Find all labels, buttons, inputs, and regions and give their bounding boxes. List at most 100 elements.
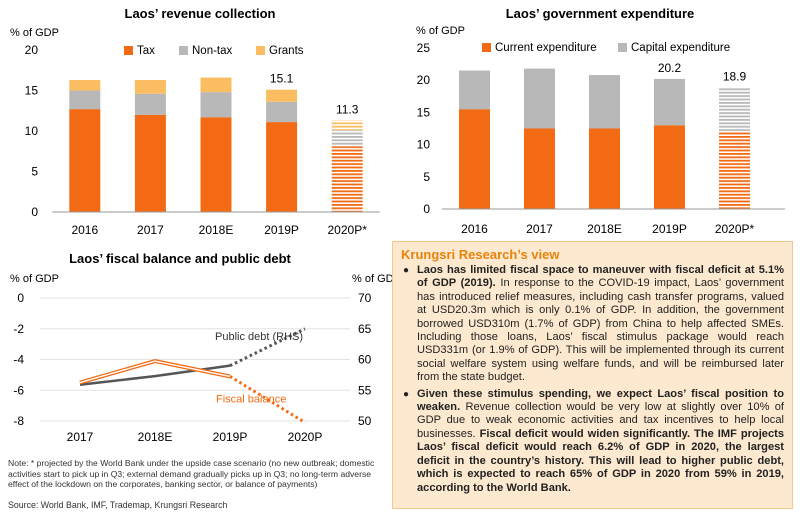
data-label-2019p: 20.2 <box>658 61 682 75</box>
research-view-title: Krungsri Research’s view <box>401 247 560 262</box>
bar-non-tax-2020p <box>331 130 363 147</box>
fiscal-chart: Laos’ fiscal balance and public debt % o… <box>10 251 395 444</box>
y-tick-label: 0 <box>31 205 38 219</box>
y-tick-label: -8 <box>13 414 24 428</box>
bar-capital-expenditure-2020p <box>719 87 750 132</box>
bar-current-expenditure-2019p <box>654 125 685 209</box>
bar-current-expenditure-2018e <box>589 128 620 209</box>
bar-tax-2016 <box>69 109 101 212</box>
data-label-2019p: 15.1 <box>270 72 294 86</box>
revenue-data-labels: 15.1 11.3 <box>270 72 359 117</box>
data-label-2020p: 11.3 <box>336 102 359 116</box>
legend-swatch-non-tax <box>179 46 188 55</box>
y-tick-label: 20 <box>417 73 431 87</box>
paragraph-2-text: Revenue collection would be very low at … <box>417 401 784 440</box>
legend-label-capital-expenditure: Capital expenditure <box>631 42 730 54</box>
x-tick-label: 2020P* <box>328 223 368 237</box>
y-tick-label: 5 <box>423 170 430 184</box>
series-line-fiscal-balance-inner <box>79 360 231 384</box>
y-tick-label: -4 <box>13 353 24 367</box>
paragraph-2-conclusion: Fiscal deficit would widen significantly… <box>417 427 784 494</box>
legend-label-tax: Tax <box>137 45 155 57</box>
y-tick-label: 0 <box>423 202 430 216</box>
bar-tax-2017 <box>134 114 166 212</box>
bullet-icon: ● <box>403 388 410 400</box>
bar-capital-expenditure-2017 <box>524 68 555 129</box>
fiscal-chart-title: Laos’ fiscal balance and public debt <box>69 251 291 266</box>
y-tick-label: 15 <box>25 84 39 98</box>
bar-tax-2020p <box>331 146 363 212</box>
series-line-public-debt-rhs <box>79 364 231 386</box>
bar-non-tax-2017 <box>134 93 166 115</box>
bar-capital-expenditure-2016 <box>459 70 490 110</box>
expenditure-chart-title: Laos’ government expenditure <box>506 6 695 21</box>
x-tick-label: 2018E <box>138 430 173 444</box>
x-tick-label: 2019P <box>652 222 687 236</box>
legend-swatch-capital-expenditure <box>618 43 627 52</box>
list-item: ● Laos has limited fiscal space to maneu… <box>401 264 784 385</box>
x-tick-label: 2018E <box>587 222 622 236</box>
y2-tick-label: 60 <box>358 353 372 367</box>
fiscal-y-axis-label: % of GDP <box>10 273 59 285</box>
bar-grants-2017 <box>134 79 166 94</box>
bar-non-tax-2016 <box>69 90 101 110</box>
x-tick-label: 2019P <box>213 430 248 444</box>
y2-tick-label: 50 <box>358 414 372 428</box>
expenditure-bars <box>459 68 750 209</box>
legend-label-non-tax: Non-tax <box>192 45 233 57</box>
y-tick-label: -6 <box>13 383 24 397</box>
public-debt-series-label: Public debt (RHS) <box>215 331 303 343</box>
data-label-2020p: 18.9 <box>723 69 747 83</box>
series-projection-fiscal-balance <box>229 375 306 424</box>
bar-current-expenditure-2017 <box>524 128 555 209</box>
legend-label-current-expenditure: Current expenditure <box>495 42 597 54</box>
bar-current-expenditure-2020p <box>719 131 750 209</box>
bar-tax-2018e <box>200 117 232 212</box>
bar-grants-2018e <box>200 77 232 93</box>
research-view-list: ● Laos has limited fiscal space to maneu… <box>401 264 784 495</box>
x-tick-label: 2016 <box>461 222 488 236</box>
y-tick-label: 5 <box>31 165 38 179</box>
expenditure-x-ticks: 2016 2017 2018E 2019P 2020P* <box>461 222 754 236</box>
expenditure-y-ticks: 0 5 10 15 20 25 <box>417 41 431 216</box>
paragraph-2-highlight: Given these stimulus spending, we expect… <box>417 387 784 414</box>
y-tick-label: -2 <box>13 322 24 336</box>
revenue-x-ticks: 2016 2017 2018E 2019P 2020P* <box>71 223 367 237</box>
revenue-legend: Tax Non-tax Grants <box>124 45 304 57</box>
x-tick-label: 2017 <box>67 430 94 444</box>
x-tick-label: 2016 <box>71 223 98 237</box>
bar-tax-2019p <box>266 122 298 212</box>
fiscal-y2-ticks: 70 65 60 55 50 <box>358 291 372 428</box>
source-line: Source: World Bank, IMF, Trademap, Krung… <box>8 500 228 510</box>
revenue-chart: Laos’ revenue collection % of GDP Tax Non… <box>10 6 380 237</box>
revenue-chart-title: Laos’ revenue collection <box>125 6 276 21</box>
paragraph-1-highlight: Laos has limited fiscal space to maneuve… <box>417 264 784 290</box>
expenditure-chart: Laos’ government expenditure % of GDP Cu… <box>416 6 785 236</box>
bar-non-tax-2018e <box>200 92 232 118</box>
y-tick-label: 15 <box>417 105 431 119</box>
bullet-icon: ● <box>403 265 410 276</box>
legend-swatch-current-expenditure <box>482 43 491 52</box>
y2-tick-label: 65 <box>358 322 372 336</box>
bar-grants-2016 <box>69 79 101 91</box>
bar-capital-expenditure-2019p <box>654 78 685 126</box>
bar-grants-2020p <box>331 120 363 131</box>
x-tick-label: 2017 <box>526 222 553 236</box>
x-tick-label: 2018E <box>199 223 234 237</box>
fiscal-y2-axis-label: % of GDP <box>352 273 395 285</box>
y-tick-label: 0 <box>17 291 24 305</box>
fiscal-gridlines <box>40 297 350 422</box>
y-tick-label: 10 <box>25 124 39 138</box>
revenue-y-axis-label: % of GDP <box>10 27 59 39</box>
fiscal-lines <box>79 327 306 424</box>
bar-grants-2019p <box>266 89 298 102</box>
fiscal-y-ticks: 0 -2 -4 -6 -8 <box>13 291 24 428</box>
y-tick-label: 25 <box>417 41 431 55</box>
x-tick-label: 2017 <box>137 223 164 237</box>
expenditure-legend: Current expenditure Capital expenditure <box>482 42 730 54</box>
y-tick-label: 20 <box>25 43 39 57</box>
bar-current-expenditure-2016 <box>459 109 490 209</box>
expenditure-y-axis-label: % of GDP <box>416 25 465 37</box>
list-item: ● Given these stimulus spending, we expe… <box>401 388 784 495</box>
footnote: Note: * projected by the World Bank unde… <box>8 458 375 490</box>
